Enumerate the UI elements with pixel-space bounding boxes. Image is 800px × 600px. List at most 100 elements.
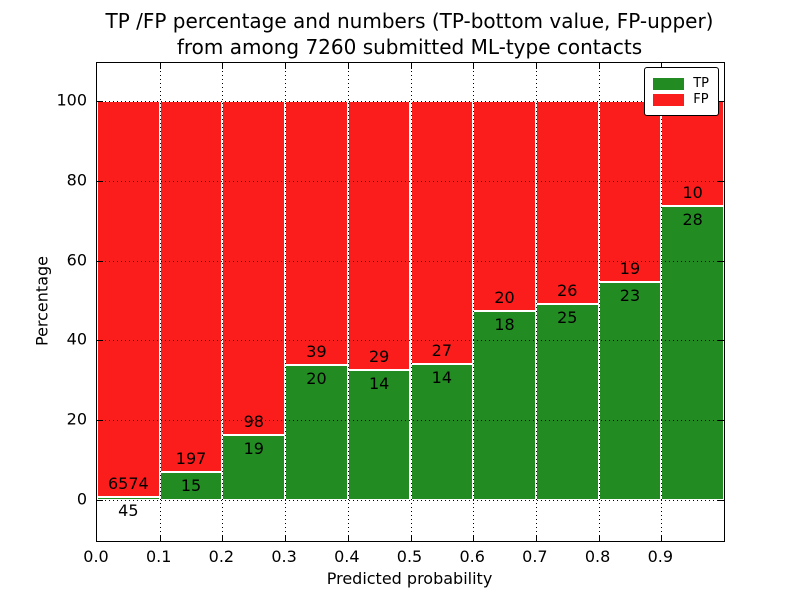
y-axis-label: Percentage	[32, 255, 52, 347]
annotation-tp-count: 14	[368, 374, 390, 394]
horizontal-gridline	[97, 180, 724, 182]
x-tick-mark	[410, 535, 412, 541]
y-tick-label: 60	[66, 250, 87, 270]
legend-item: FP	[653, 93, 709, 106]
bar-segment-tp	[159, 471, 223, 500]
x-tick-mark	[661, 63, 663, 69]
x-tick-mark	[473, 63, 475, 69]
legend-swatch-fp	[653, 93, 685, 106]
y-tick-mark	[97, 500, 103, 501]
y-tick-label: 0	[76, 489, 87, 509]
x-tick-label: 0.8	[584, 547, 611, 566]
bar-segment-fp	[222, 101, 286, 436]
x-tick-label: 0.4	[334, 547, 360, 566]
bar-segment-tp	[598, 281, 662, 500]
annotation-tp-count: 28	[682, 210, 703, 229]
annotation-fp-count: 10	[682, 183, 703, 202]
bar-segment-fp	[159, 101, 223, 472]
legend-swatch-tp	[653, 77, 685, 90]
chart-title: TP /FP percentage and numbers (TP-bottom…	[96, 8, 723, 61]
vertical-gridline	[535, 63, 537, 541]
x-tick-label: 0.9	[647, 547, 674, 566]
legend-label: FP	[693, 92, 709, 107]
legend: TP FP	[644, 67, 719, 116]
annotation-fp-count: 27	[431, 340, 453, 360]
vertical-gridline	[285, 63, 287, 541]
legend-label: TP	[693, 76, 709, 91]
y-tick-mark	[718, 260, 724, 262]
y-tick-mark	[97, 260, 103, 262]
x-tick-mark	[285, 535, 287, 541]
x-tick-mark	[347, 535, 349, 541]
bar-segment-fp	[535, 101, 599, 305]
annotation-tp-count: 20	[306, 368, 327, 388]
annotation-tp-count: 25	[557, 308, 578, 328]
bar-segment-fp	[347, 101, 411, 371]
bar-segment-tp	[347, 370, 411, 500]
vertical-gridline	[661, 63, 663, 541]
y-tick-mark	[718, 420, 724, 422]
y-tick-mark	[718, 101, 724, 102]
annotation-tp-count: 45	[118, 501, 139, 521]
x-tick-label: 0.0	[83, 547, 109, 566]
vertical-gridline	[598, 63, 600, 541]
x-tick-label: 0.3	[271, 547, 297, 566]
y-tick-mark	[718, 340, 724, 342]
bar-segment-fp	[473, 101, 536, 311]
vertical-gridline	[473, 63, 475, 541]
vertical-gridline	[347, 63, 349, 541]
x-tick-mark	[410, 63, 412, 69]
x-tick-mark	[598, 535, 600, 541]
bar-segment-tp	[97, 497, 160, 500]
bar-segment-fp	[97, 101, 160, 498]
y-tick-mark	[97, 180, 103, 182]
x-tick-mark	[535, 535, 537, 541]
annotation-fp-count: 39	[306, 341, 327, 361]
legend-item: TP	[653, 77, 709, 90]
horizontal-gridline	[97, 420, 724, 422]
bar-segment-tp	[285, 364, 348, 500]
horizontal-gridline	[97, 500, 724, 501]
bar-segment-fp	[598, 101, 662, 282]
x-tick-label: 0.2	[208, 547, 235, 566]
y-tick-mark	[97, 420, 103, 422]
annotation-fp-count: 6574	[107, 474, 149, 494]
x-tick-mark	[347, 63, 349, 69]
y-tick-mark	[718, 500, 724, 501]
x-tick-mark	[285, 63, 287, 69]
annotation-tp-count: 18	[494, 315, 515, 334]
x-tick-mark	[222, 535, 224, 541]
horizontal-gridline	[97, 101, 724, 102]
y-tick-label: 100	[56, 90, 87, 110]
x-tick-mark	[222, 63, 224, 69]
annotation-fp-count: 20	[494, 288, 515, 307]
y-tick-mark	[718, 180, 724, 182]
chart-title-line1: TP /FP percentage and numbers (TP-bottom…	[105, 9, 714, 33]
x-tick-label: 0.7	[522, 547, 548, 566]
x-tick-label: 0.5	[396, 547, 423, 566]
x-tick-label: 0.1	[145, 547, 172, 566]
x-tick-mark	[598, 63, 600, 69]
y-tick-mark	[97, 101, 103, 102]
annotation-fp-count: 26	[557, 281, 578, 301]
annotation-tp-count: 15	[180, 475, 202, 495]
y-tick-label: 40	[66, 329, 87, 349]
annotation-tp-count: 23	[619, 285, 641, 305]
y-tick-label: 80	[66, 170, 87, 190]
vertical-gridline	[159, 63, 161, 541]
annotation-tp-count: 19	[243, 439, 264, 459]
bar-segment-fp	[410, 101, 474, 364]
annotation-fp-count: 98	[243, 412, 264, 432]
x-tick-mark	[535, 63, 537, 69]
vertical-gridline	[410, 63, 412, 541]
x-tick-label: 0.6	[459, 547, 485, 566]
x-tick-mark	[473, 535, 475, 541]
x-tick-mark	[159, 63, 161, 69]
x-axis-label: Predicted probability	[326, 569, 493, 588]
annotation-tp-count: 14	[431, 367, 453, 387]
bar-segment-tp	[535, 304, 599, 500]
vertical-gridline	[222, 63, 224, 541]
bar-segment-tp	[661, 206, 724, 500]
annotation-fp-count: 197	[175, 448, 207, 468]
chart-title-line2: from among 7260 submitted ML-type contac…	[176, 35, 643, 60]
